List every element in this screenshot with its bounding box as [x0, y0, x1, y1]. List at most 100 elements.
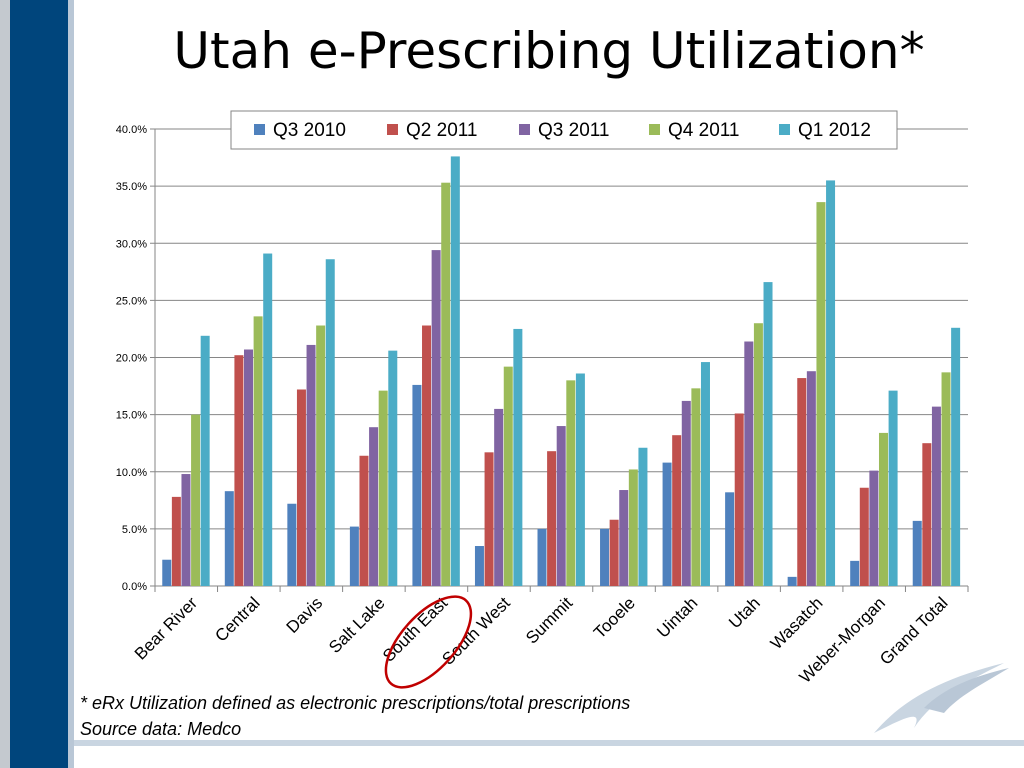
bar	[951, 327, 961, 586]
bar	[600, 528, 610, 586]
sidebar-stripe-light	[0, 0, 10, 768]
footnote-block: * eRx Utilization defined as electronic …	[80, 690, 630, 742]
bar	[850, 560, 860, 586]
x-tick-label: Salt Lake	[325, 593, 389, 657]
x-tick-label: Uintah	[653, 593, 701, 641]
bar	[556, 426, 566, 586]
bar	[494, 408, 504, 586]
bar	[700, 362, 710, 586]
bar	[619, 490, 629, 586]
bar	[244, 349, 254, 586]
bar	[763, 282, 773, 586]
bar	[806, 371, 816, 586]
bar	[547, 451, 557, 586]
bar	[787, 576, 797, 586]
bar	[441, 182, 451, 586]
bar	[537, 528, 547, 586]
bar	[826, 180, 836, 586]
legend-label: Q4 2011	[668, 120, 739, 141]
legend-label: Q1 2012	[798, 120, 871, 141]
y-tick-label: 0.0%	[122, 581, 147, 593]
bar	[412, 384, 422, 586]
bar	[691, 388, 701, 586]
legend-label: Q3 2011	[538, 120, 609, 141]
bar	[316, 325, 326, 586]
bar	[474, 546, 484, 586]
bar	[609, 519, 619, 586]
bar	[869, 470, 879, 586]
bar	[672, 435, 682, 586]
y-tick-label: 40.0%	[116, 124, 147, 136]
bar	[388, 350, 398, 586]
x-tick-label: Wasatch	[767, 593, 827, 653]
bar	[349, 526, 359, 586]
sidebar-stripe-blue	[10, 0, 68, 768]
bar	[263, 253, 273, 586]
x-tick-label: Tooele	[590, 593, 639, 642]
x-tick-label: Summit	[522, 593, 576, 647]
bar	[725, 492, 735, 586]
bar	[369, 427, 379, 586]
bar	[450, 156, 460, 587]
bar	[638, 447, 648, 586]
bar	[306, 344, 316, 586]
y-tick-label: 5.0%	[122, 524, 147, 536]
highlight-circle	[384, 595, 473, 689]
legend-swatch	[387, 124, 398, 135]
bar	[484, 452, 494, 586]
legend-swatch	[649, 124, 660, 135]
bar	[859, 487, 869, 586]
bar	[224, 491, 234, 586]
y-tick-label: 10.0%	[116, 467, 147, 479]
bar	[162, 559, 172, 586]
legend-swatch	[519, 124, 530, 135]
bar	[513, 328, 523, 586]
bar	[931, 406, 941, 586]
bar	[234, 355, 244, 586]
bottom-band	[74, 740, 1024, 746]
y-tick-label: 30.0%	[116, 238, 147, 250]
bar	[296, 389, 306, 586]
bar	[922, 443, 932, 586]
legend-swatch	[254, 124, 265, 135]
bar	[566, 380, 576, 586]
bar	[325, 259, 335, 586]
bar	[681, 400, 691, 586]
x-tick-label: Bear River	[131, 593, 201, 663]
y-tick-label: 20.0%	[116, 353, 147, 365]
bar	[431, 250, 441, 587]
bar	[797, 378, 807, 586]
y-tick-label: 25.0%	[116, 295, 147, 307]
bar	[200, 335, 210, 586]
bar	[941, 372, 951, 586]
bar	[816, 202, 826, 586]
bar	[888, 390, 898, 586]
legend-label: Q3 2010	[273, 120, 346, 141]
bar	[575, 373, 585, 586]
seagull-logo-icon	[874, 663, 1009, 733]
bar	[878, 432, 888, 586]
bar	[191, 414, 201, 586]
bar	[378, 390, 388, 586]
footnote-source: Source data: Medco	[80, 719, 242, 739]
bar	[662, 462, 672, 586]
bar	[253, 316, 263, 586]
bar	[753, 323, 763, 586]
legend-label: Q2 2011	[406, 120, 477, 141]
bar	[181, 474, 191, 586]
bar	[734, 413, 744, 586]
bar	[912, 520, 922, 586]
legend-swatch	[779, 124, 790, 135]
bar	[422, 325, 432, 586]
slide-title: Utah e-Prescribing Utilization*	[173, 22, 925, 80]
bar	[628, 469, 638, 586]
x-tick-label: Utah	[725, 593, 764, 632]
footnote-definition: * eRx Utilization defined as electronic …	[80, 693, 631, 713]
y-tick-label: 35.0%	[116, 181, 147, 193]
y-tick-label: 15.0%	[116, 410, 147, 422]
sidebar-stripe-edge	[68, 0, 74, 768]
bar	[503, 366, 513, 586]
bar	[287, 503, 297, 586]
bar	[744, 341, 754, 586]
